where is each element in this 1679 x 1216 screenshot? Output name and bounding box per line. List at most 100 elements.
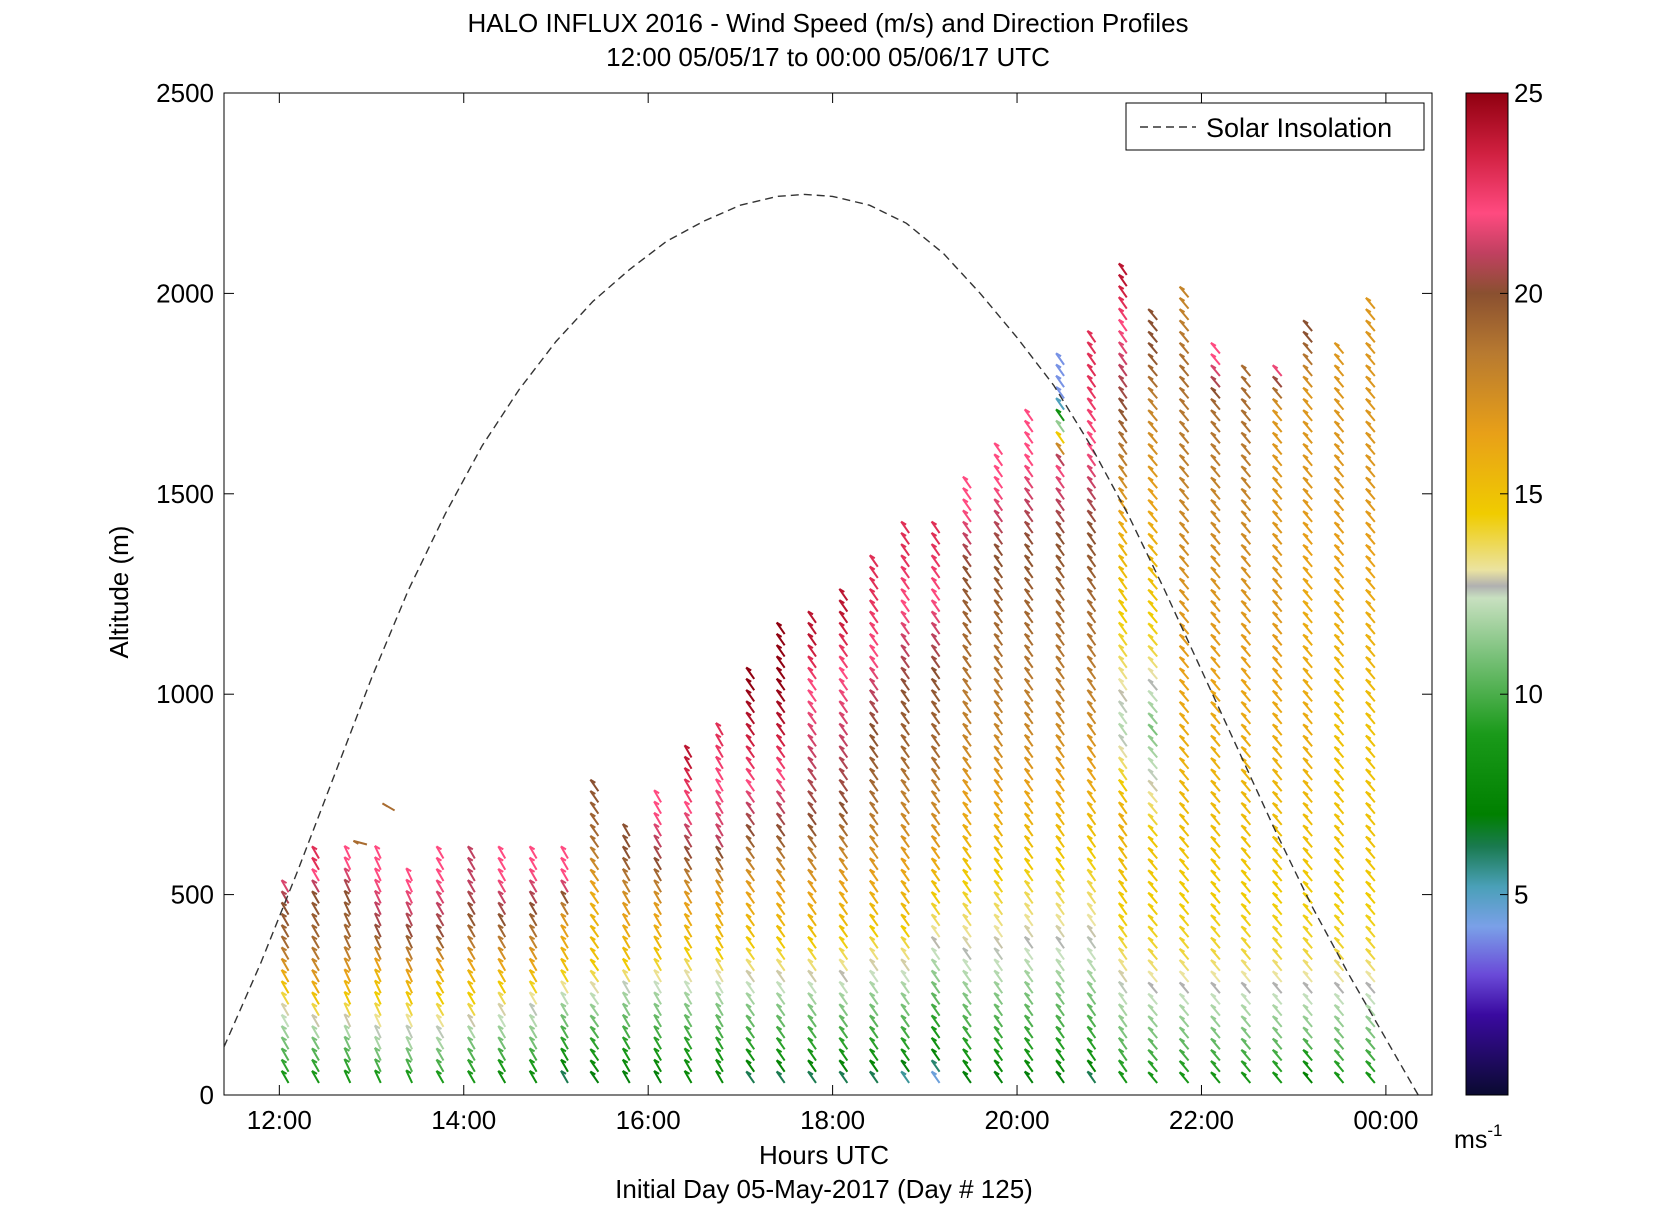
wind-barb-flag [622,901,629,907]
wind-barb [589,902,600,916]
wind-barb-staff [280,902,290,916]
wind-barb-flag [405,1069,412,1075]
wind-barb-flag [1086,509,1093,515]
wind-barb-flag [776,677,783,683]
wind-barb-flag [1118,733,1125,739]
wind-barb-flag [715,845,722,851]
wind-barb-staff [653,857,662,871]
wind-barb [1147,981,1158,994]
wind-barb [1302,903,1313,916]
wind-barb-flag [1055,632,1062,638]
wind-barb [1117,576,1128,590]
wind-barb-flag [776,1048,783,1053]
wind-barb-flag [622,1058,629,1064]
wind-barb-flag [1055,386,1062,391]
wind-barb [1210,992,1221,1006]
wind-barb [683,856,693,871]
wind-barb [807,823,817,837]
wind-barb-flag [497,890,504,896]
wind-barb-flag [529,968,536,974]
wind-barb-staff [560,1047,569,1062]
wind-barb [1210,341,1221,355]
wind-barb [1333,532,1345,545]
wind-barb-staff [280,1036,290,1050]
wind-barb-flag [497,1069,504,1075]
wind-barb-flag [931,520,938,526]
wind-barb-staff [435,1003,445,1017]
wind-barb [775,1036,786,1050]
wind-barb [435,1036,445,1050]
wind-barb [653,1069,662,1084]
wind-barb [807,733,817,747]
wind-barb-staff [280,980,290,994]
wind-barb-flag [869,756,876,762]
wind-barb-flag [993,1036,1000,1042]
wind-barb-flag [1118,408,1125,414]
wind-barb-flag [1147,858,1154,863]
wind-barb [352,839,368,846]
wind-barb-staff [497,1047,507,1062]
wind-barb-flag [1210,936,1217,942]
wind-barb-flag [1240,813,1247,818]
wind-barb [1240,790,1252,804]
wind-barb-flag [1365,678,1372,684]
wind-barb [715,968,724,983]
wind-barb-staff [497,879,507,893]
wind-barb [1086,599,1097,613]
wind-barb [745,958,756,972]
wind-barb [1178,465,1190,478]
wind-barb [1333,375,1345,388]
wind-barb [1023,935,1034,949]
wind-barb [653,924,662,938]
wind-barb-flag [1302,678,1309,684]
wind-barb [343,934,352,949]
wind-barb [1147,353,1158,366]
wind-barb-flag [560,991,567,997]
wind-barb [1117,531,1128,545]
wind-barb [1023,1070,1034,1084]
wind-barb [435,968,445,983]
wind-barb-flag [962,823,969,829]
wind-barb-flag [1210,386,1217,392]
wind-barb [1302,880,1313,893]
wind-barb-flag [1272,835,1279,841]
wind-barb-flag [993,846,1000,851]
wind-barb [1365,745,1376,759]
wind-barb [775,778,786,792]
wind-barb [1086,857,1097,871]
wind-barb-flag [1333,1015,1340,1020]
wind-barb [683,968,693,983]
wind-barb [1365,835,1376,848]
wind-barb-flag [1272,644,1279,650]
wind-barb-staff [715,1059,724,1073]
wind-barb [1086,610,1097,624]
wind-barb-flag [497,935,504,941]
wind-barb [1271,510,1283,523]
wind-barb-staff [683,946,693,961]
wind-barb-flag [1055,419,1062,425]
wind-barb [653,1058,662,1073]
wind-barb [1055,520,1065,534]
wind-barb [589,958,600,972]
wind-barb-staff [280,1025,290,1039]
wind-barb [1271,1060,1283,1073]
wind-barb [1333,420,1345,433]
x-tick-label: 00:00 [1353,1105,1418,1135]
wind-barb [683,1047,693,1062]
wind-barb-staff [405,901,414,916]
wind-barb [930,992,941,1005]
wind-barb [653,946,662,961]
wind-barb-flag [467,901,474,907]
wind-barb [405,1035,414,1050]
wind-barb-flag [311,845,318,851]
wind-barb-flag [529,912,536,918]
wind-barb [560,1002,569,1017]
wind-barb [1023,453,1034,467]
wind-barb-flag [435,845,442,851]
wind-barb-staff [715,801,724,815]
colorbar-tick-label: 20 [1514,278,1543,308]
wind-barb-flag [560,856,567,862]
wind-barb-flag [1365,757,1372,762]
wind-barb [528,1047,538,1062]
